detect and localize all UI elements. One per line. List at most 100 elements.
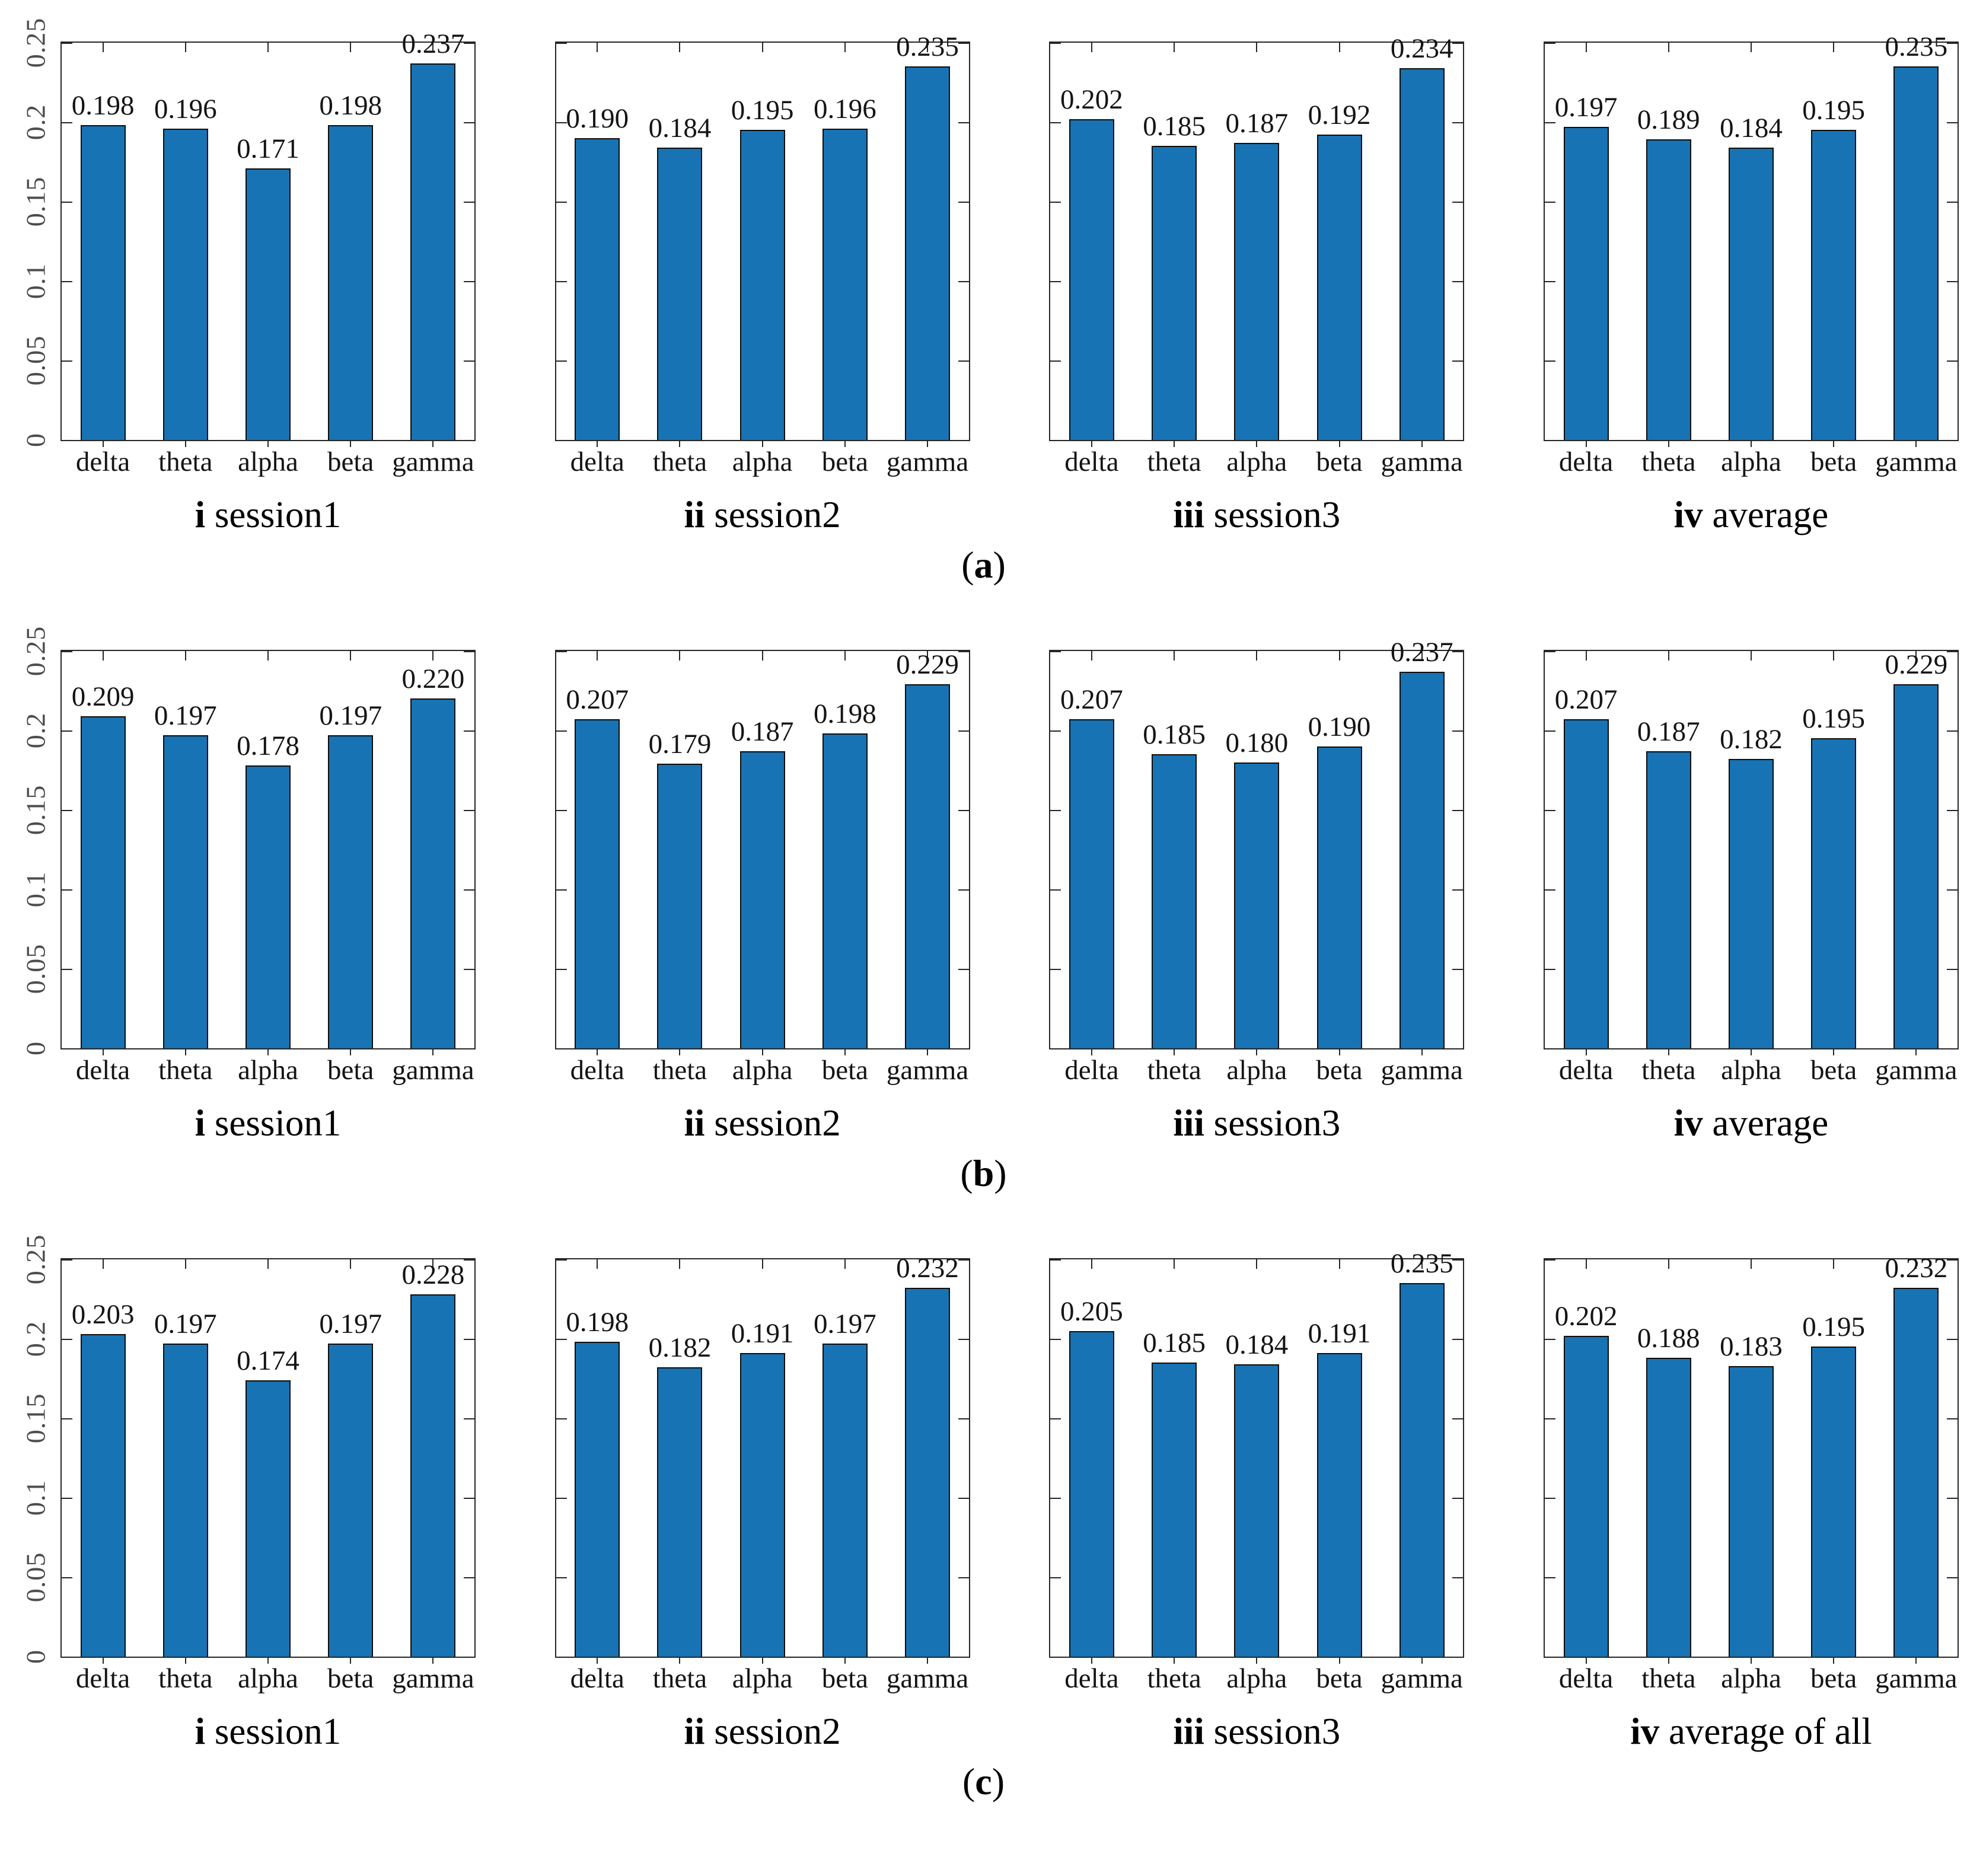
bar-alpha <box>739 130 785 440</box>
tick-mark <box>1915 43 1917 52</box>
x-tick-label-theta: theta <box>652 1055 707 1086</box>
bar-value-label: 0.205 <box>1060 1296 1123 1327</box>
bar-delta <box>575 719 620 1048</box>
subplot-roman-numeral: iv <box>1673 494 1703 535</box>
bar-gamma <box>410 1294 456 1657</box>
tick-mark <box>1946 969 1958 970</box>
bar-value-label: 0.185 <box>1143 111 1206 142</box>
tick-mark <box>1946 43 1958 44</box>
tick-mark <box>958 1339 969 1340</box>
tick-mark <box>1050 810 1061 811</box>
tick-mark <box>958 889 969 891</box>
tick-mark <box>1452 651 1464 652</box>
chart-panel: 0.202 0.185 0.187 0.192 0.234 delta theta alpha… <box>997 33 1465 541</box>
tick-mark <box>1544 730 1555 732</box>
x-tick-label-theta: theta <box>158 446 213 477</box>
tick-mark <box>1946 1418 1958 1419</box>
tick-mark <box>62 730 72 732</box>
tick-mark <box>679 441 681 447</box>
figure-row-c: 0 0.05 0.1 0.15 0.2 0.25 0.203 0.197 0.174 0.197 0… <box>0 1234 1967 1810</box>
tick-mark <box>1452 43 1464 44</box>
x-tick-label-gamma: gamma <box>886 1055 969 1086</box>
tick-mark <box>1915 651 1917 661</box>
bar-value-label: 0.197 <box>154 700 217 732</box>
bar-delta <box>1563 719 1609 1048</box>
bar-gamma <box>905 66 951 440</box>
tick-mark <box>464 1259 474 1261</box>
tick-mark <box>1256 1049 1258 1055</box>
bar-theta <box>1152 754 1197 1048</box>
bar-value-label: 0.198 <box>71 90 135 122</box>
bar-alpha <box>246 1380 291 1657</box>
tick-mark <box>927 1658 929 1664</box>
chart-panel: 0.205 0.185 0.184 0.191 0.235 delta theta alpha… <box>997 1248 1465 1757</box>
subplot-roman-numeral: iii <box>1173 494 1204 535</box>
x-tick-label-gamma: gamma <box>392 446 474 477</box>
plot-area: 0.198 0.196 0.171 0.198 0.237 <box>60 28 476 447</box>
bar-alpha <box>1728 759 1774 1048</box>
x-tick-label-gamma: gamma <box>886 1663 969 1694</box>
x-tick-label-theta: theta <box>1147 1663 1201 1694</box>
chart-panel-body: 0.197 0.189 0.184 0.195 0.235 <box>1491 31 1959 447</box>
tick-mark <box>844 651 846 661</box>
x-tick-label-beta: beta <box>1316 1055 1363 1086</box>
tick-mark <box>1050 360 1061 362</box>
x-axis-labels: delta theta alpha beta gamma <box>1050 1049 1463 1086</box>
tick-mark <box>62 122 72 123</box>
y-tick-label-text: 0.05 <box>20 943 51 994</box>
chart-panel: 0 0.05 0.1 0.15 0.2 0.25 0.198 0.196 0.171 0.198 0… <box>8 18 476 541</box>
bar-value-label: 0.197 <box>813 1309 876 1340</box>
tick-mark <box>1585 43 1587 52</box>
tick-mark <box>62 1498 72 1499</box>
x-tick-label-beta: beta <box>1810 446 1857 477</box>
tick-mark <box>1256 43 1258 52</box>
tick-mark <box>464 730 474 732</box>
tick-mark <box>556 1498 567 1499</box>
x-tick-label-alpha: alpha <box>1721 1055 1781 1086</box>
bar-value-label: 0.185 <box>1143 1328 1206 1359</box>
chart-panel-body: 0 0.05 0.1 0.15 0.2 0.25 0.198 0.196 0.171 0.198 0… <box>8 18 476 447</box>
tick-mark <box>958 730 969 732</box>
bar-value-label: 0.207 <box>1060 684 1123 716</box>
bar-theta <box>1646 751 1691 1048</box>
tick-mark <box>1452 810 1464 811</box>
bar-value-label: 0.190 <box>566 103 629 134</box>
y-axis <box>503 42 555 441</box>
tick-mark <box>1668 651 1669 661</box>
chart-panel: 0.207 0.187 0.182 0.195 0.229 delta theta alpha… <box>1491 649 1959 1149</box>
tick-mark <box>1256 1259 1258 1269</box>
x-tick-label-theta: theta <box>1641 1663 1696 1694</box>
tick-mark <box>1668 441 1669 447</box>
tick-mark <box>267 1259 269 1269</box>
paren-open: ( <box>960 1152 973 1194</box>
tick-mark <box>958 810 969 811</box>
group-letter: a <box>974 544 993 586</box>
tick-mark <box>350 43 352 52</box>
subplot-caption: i session1 <box>62 1102 474 1149</box>
tick-mark <box>761 1658 763 1664</box>
tick-mark <box>1750 1049 1752 1055</box>
bar-value-label: 0.189 <box>1637 104 1700 136</box>
chart-panel: 0.197 0.189 0.184 0.195 0.235 delta theta alpha… <box>1491 31 1959 541</box>
bar-beta <box>1811 1347 1857 1657</box>
subplot-caption-text: average of all <box>1659 1711 1872 1752</box>
tick-mark <box>1050 1339 1061 1340</box>
tick-mark <box>1946 651 1958 652</box>
charts-row-b: 0 0.05 0.1 0.15 0.2 0.25 0.209 0.197 0.178 0.197 0… <box>0 626 1967 1149</box>
bar-value-label: 0.190 <box>1308 711 1371 742</box>
tick-mark <box>1452 122 1464 123</box>
plot-area: 0.203 0.197 0.174 0.197 0.228 <box>60 1258 476 1664</box>
chart-panel-body: 0.205 0.185 0.184 0.191 0.235 <box>997 1248 1465 1664</box>
subplot-caption-text: session3 <box>1204 1711 1341 1752</box>
x-tick-label-delta: delta <box>570 446 624 477</box>
tick-mark <box>464 889 474 891</box>
tick-mark <box>1544 889 1555 891</box>
tick-mark <box>1174 441 1175 447</box>
bar-value-label: 0.187 <box>1637 716 1700 747</box>
tick-mark <box>102 1259 104 1269</box>
bar-beta <box>1316 135 1362 440</box>
chart-panel: 0 0.05 0.1 0.15 0.2 0.25 0.203 0.197 0.174 0.197 0… <box>8 1234 476 1757</box>
subplot-caption: ii session2 <box>556 493 969 541</box>
bar-beta <box>822 128 868 440</box>
tick-mark <box>1833 441 1835 447</box>
